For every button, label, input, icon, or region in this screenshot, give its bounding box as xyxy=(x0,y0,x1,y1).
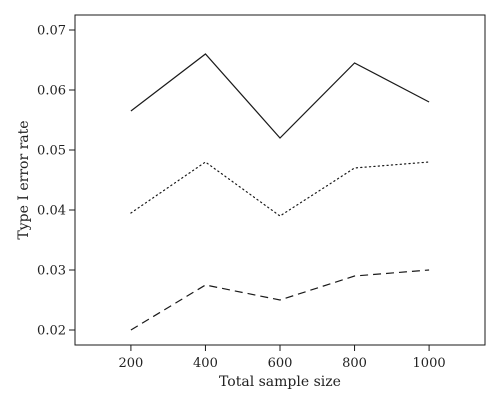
series-layer xyxy=(130,53,430,331)
y-tick-label: 0.04 xyxy=(37,204,66,219)
x-tick-label: 600 xyxy=(268,356,293,371)
y-tick-label: 0.03 xyxy=(37,264,66,279)
x-tick-label: 800 xyxy=(342,356,367,371)
y-tick-label: 0.07 xyxy=(37,24,66,39)
x-tick-label: 400 xyxy=(193,356,218,371)
y-tick-label: 0.05 xyxy=(37,144,66,159)
x-tick-label: 1000 xyxy=(413,356,446,371)
x-axis-label: Total sample size xyxy=(219,374,341,390)
y-tick-label: 0.06 xyxy=(37,84,66,99)
series-line-dashed xyxy=(130,269,430,331)
plot-frame xyxy=(74,14,486,346)
y-axis: 0.02 0.03 0.04 0.05 0.06 0.07 xyxy=(37,24,75,339)
y-axis-label: Type I error rate xyxy=(16,120,32,239)
series-line-solid xyxy=(130,53,430,139)
series-line-dotted xyxy=(130,161,430,217)
x-axis: 200 400 600 800 1000 xyxy=(118,345,446,371)
x-tick-label: 200 xyxy=(118,356,143,371)
y-tick-label: 0.02 xyxy=(37,324,66,339)
